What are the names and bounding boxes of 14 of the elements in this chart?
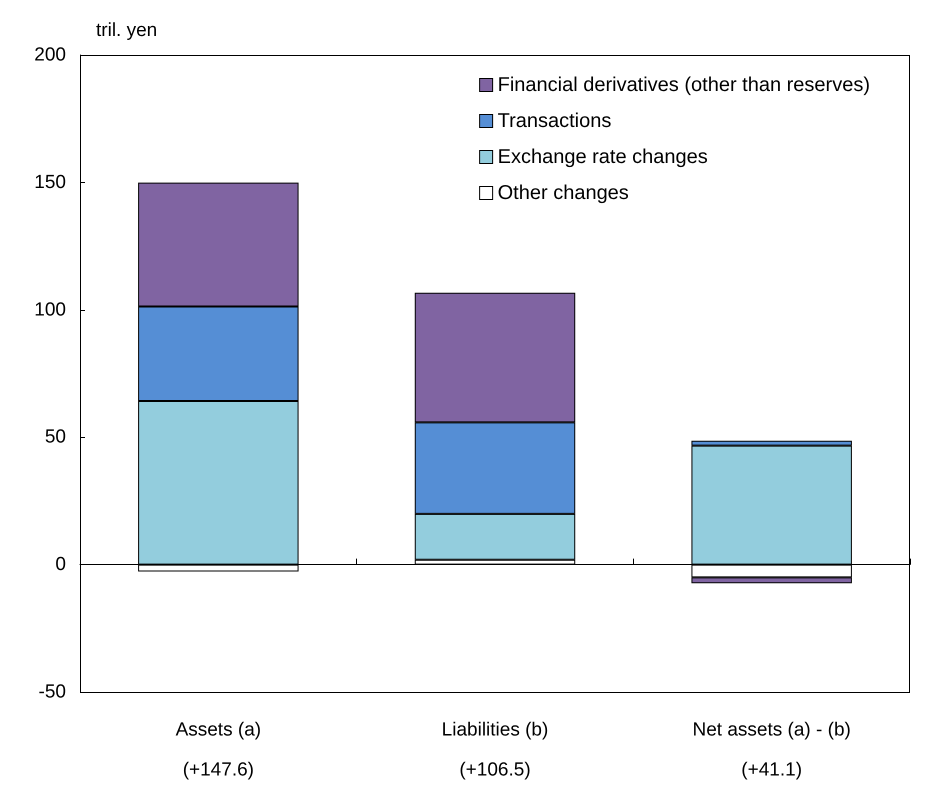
x-tick-label: Assets (a) (+147.6) (176, 720, 262, 780)
y-tick-label: 150 (34, 172, 66, 193)
x-tick-label: Liabilities (b) (+106.5) (442, 720, 548, 780)
y-axis-title: tril. yen (96, 20, 158, 41)
legend-label: Transactions (498, 110, 612, 132)
y-tick-label: -50 (38, 682, 66, 702)
y-tick-label: 50 (44, 426, 66, 448)
y-tick-label: 0 (55, 554, 66, 576)
legend-label: Financial derivatives (other than reserves) (498, 74, 870, 96)
x-tick-label: Net assets (a) - (b) (+41.1) (692, 720, 851, 780)
legend-label: Other changes (498, 182, 629, 204)
y-tick-label: 200 (34, 44, 66, 66)
y-tick-label: 100 (34, 299, 66, 320)
legend-label: Exchange rate changes (498, 146, 708, 168)
